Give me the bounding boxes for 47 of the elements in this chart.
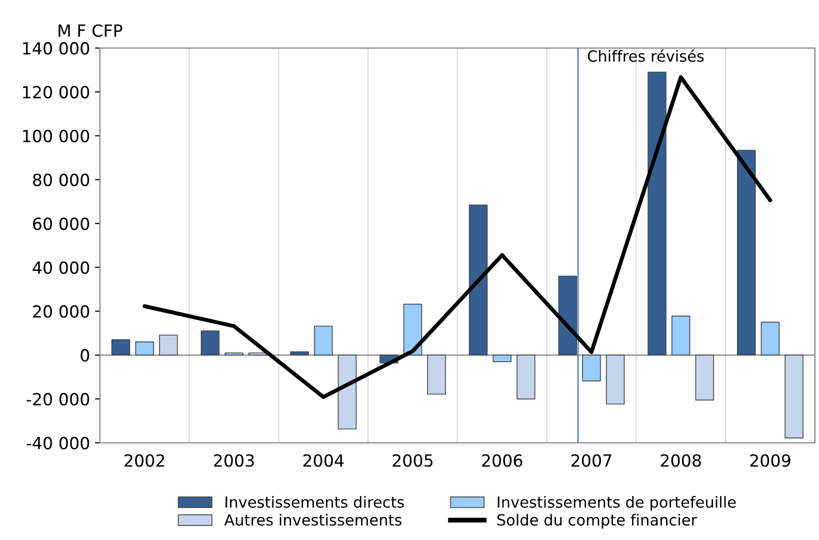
bar (468, 204, 488, 356)
x-tick-label: 2003 (214, 454, 254, 467)
line-series (142, 75, 772, 399)
bar (290, 351, 309, 356)
y-axis-title: M F CFP (58, 24, 122, 37)
y-tick-label: -20 000 (26, 392, 90, 406)
y-tick-label: 40 000 (32, 261, 90, 274)
x-tick-label: 2005 (392, 454, 432, 467)
legend-label: Investissements de portefeuille (498, 496, 736, 511)
y-tick-label: 120 000 (23, 86, 90, 98)
legend-label: Autres investissements (224, 514, 402, 526)
ref-line-label: Chiffres révisés (588, 49, 704, 62)
y-tick-label: 20 000 (33, 305, 90, 318)
bar (784, 354, 804, 438)
y-tick-label: -40 000 (26, 436, 90, 450)
y-tick-label: 100 000 (23, 130, 90, 142)
x-tick-label: 2007 (571, 454, 612, 467)
bar (200, 330, 220, 356)
bar (427, 354, 446, 395)
bar (248, 352, 268, 356)
y-tick-label: 80 000 (33, 174, 90, 186)
bar (111, 339, 130, 356)
bar (492, 354, 512, 362)
bar (737, 150, 756, 356)
y-tick-label: 60 000 (33, 217, 90, 230)
bar (695, 354, 714, 400)
x-tick-label: 2009 (750, 454, 790, 467)
x-tick-label: 2006 (482, 454, 522, 467)
bar (516, 354, 536, 400)
bar (671, 316, 690, 356)
y-tick-label: 0 (80, 349, 90, 362)
bar (159, 334, 178, 356)
x-tick-label: 2004 (303, 454, 344, 467)
y-tick-label: 140 000 (23, 42, 90, 55)
bar (648, 72, 666, 356)
x-tick-label: 2002 (124, 454, 164, 467)
bar (338, 354, 357, 430)
bar (760, 322, 780, 356)
bar (582, 354, 601, 382)
bar (224, 352, 244, 356)
bar (606, 354, 625, 404)
bar (558, 276, 577, 356)
x-tick-label: 2008 (660, 454, 701, 467)
legend-label: Investissements directs (226, 496, 404, 508)
bar (135, 342, 154, 356)
bar (314, 326, 333, 356)
legend-label: Solde du compte financier (497, 514, 698, 529)
